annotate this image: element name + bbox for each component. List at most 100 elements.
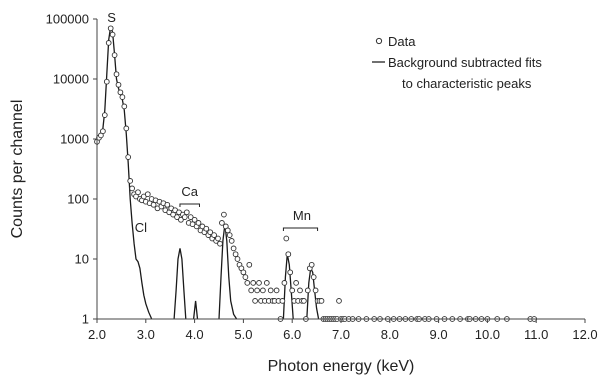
x-tick-label: 9.0	[430, 327, 448, 342]
data-point	[203, 225, 210, 232]
x-axis-title: Photon energy (keV)	[268, 358, 415, 375]
data-point	[103, 78, 110, 85]
data-point	[144, 191, 151, 198]
data-point	[100, 128, 106, 135]
data-point	[215, 235, 221, 242]
data-point	[123, 125, 130, 132]
x-tick-label: 5.0	[234, 327, 252, 342]
data-point	[121, 103, 128, 110]
data-point	[191, 216, 198, 223]
fit-line-segment	[282, 254, 294, 320]
data-point	[293, 280, 299, 286]
data-point	[187, 214, 194, 220]
data-point	[111, 52, 118, 58]
y-axis-title: Counts per channel	[9, 100, 26, 239]
legend-fit-label-line1: Background subtracted fits	[388, 55, 542, 70]
data-point	[115, 81, 122, 88]
legend-data-label: Data	[388, 34, 416, 49]
data-point	[285, 251, 292, 258]
legend-fit-label-line2: to characteristic peaks	[402, 76, 532, 91]
x-tick-label: 7.0	[332, 327, 350, 342]
data-point	[164, 201, 171, 208]
data-point	[283, 235, 290, 242]
fit-line-segment	[218, 224, 238, 320]
y-axis-ticks: 1 10 100 1000 10000 100000	[46, 12, 97, 327]
fit-line-segment	[306, 266, 320, 320]
data-point	[336, 298, 342, 304]
data-point	[308, 261, 315, 268]
x-tick-label: 8.0	[381, 327, 399, 342]
data-point	[183, 209, 190, 216]
data-point	[252, 298, 258, 304]
data-point	[127, 178, 134, 184]
fit-line-segment	[173, 248, 187, 320]
x-tick-label: 11.0	[524, 327, 548, 342]
annotation-mn: Mn	[293, 208, 311, 223]
data-point	[117, 89, 124, 96]
data-point	[240, 269, 247, 276]
data-point	[310, 274, 317, 280]
annotation-cl: Cl	[135, 220, 147, 235]
data-point	[211, 232, 217, 238]
data-point	[219, 220, 225, 226]
data-point	[195, 220, 202, 226]
data-point	[260, 287, 266, 294]
data-point	[256, 280, 262, 286]
x-tick-label: 12.0	[572, 327, 597, 342]
data-point	[242, 274, 249, 280]
data-point	[101, 112, 108, 118]
data-point	[228, 238, 235, 244]
data-point	[244, 280, 251, 286]
data-point	[150, 201, 157, 208]
data-point	[119, 94, 126, 100]
data-point	[250, 280, 257, 286]
data-point	[287, 269, 294, 276]
data-point	[226, 232, 233, 238]
data-point	[207, 229, 214, 236]
x-tick-label: 3.0	[137, 327, 155, 342]
data-point	[232, 251, 239, 258]
data-point	[221, 211, 227, 218]
x-tick-label: 6.0	[283, 327, 301, 342]
data-point	[217, 240, 223, 247]
data-point	[230, 245, 237, 252]
data-point	[174, 214, 180, 220]
element-annotations: S Cl Ca Mn	[107, 10, 319, 235]
fit-line-segment	[192, 300, 199, 320]
x-tick-label: 2.0	[88, 327, 106, 342]
y-tick-label: 100	[67, 192, 89, 207]
data-point	[273, 287, 280, 294]
data-point	[312, 287, 319, 294]
data-point	[281, 280, 288, 286]
data-point	[178, 216, 184, 223]
data-point	[263, 280, 270, 286]
annotation-ca: Ca	[181, 184, 198, 199]
y-tick-label: 1000	[60, 132, 89, 147]
x-tick-label: 10.0	[475, 327, 500, 342]
data-point	[318, 298, 325, 304]
data-point	[129, 185, 135, 192]
plot-area	[94, 25, 538, 322]
data-point	[301, 298, 307, 304]
data-point	[304, 287, 311, 294]
y-tick-label: 10	[75, 252, 89, 267]
data-point	[109, 31, 116, 38]
data-point	[125, 154, 132, 160]
data-point	[135, 189, 141, 196]
data-point	[234, 256, 241, 262]
data-point	[248, 287, 255, 294]
legend: Data Background subtracted fits to chara…	[372, 34, 542, 91]
y-tick-label: 10000	[53, 72, 89, 87]
data-point	[297, 287, 303, 294]
fit-line-segment	[96, 26, 153, 320]
annotation-s: S	[107, 10, 116, 25]
legend-data-marker	[375, 37, 383, 45]
x-axis-ticks: 2.0 3.0 4.0 5.0 6.0 7.0 8.0 9.0 10.0 11.0 12.0	[88, 319, 598, 342]
data-point	[254, 287, 260, 294]
data-point	[107, 25, 114, 32]
data-point	[105, 40, 112, 46]
data-point	[289, 287, 296, 294]
data-point	[279, 298, 286, 304]
data-point	[113, 71, 120, 78]
